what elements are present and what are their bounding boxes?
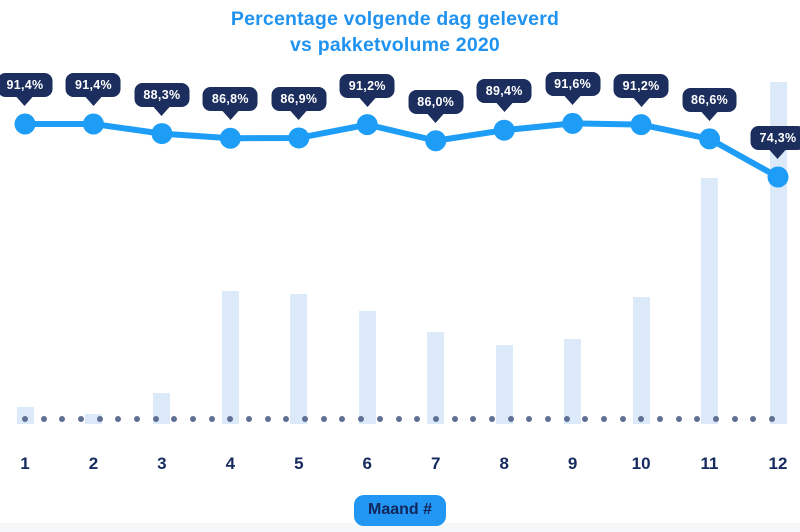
- data-point-marker-month-10: [630, 114, 652, 136]
- x-tick-label-8: 8: [499, 454, 509, 473]
- baseline-dot: [694, 416, 701, 422]
- baseline-dot: [731, 416, 738, 422]
- data-point-marker-month-9: [562, 112, 584, 134]
- x-tick-label-1: 1: [20, 454, 30, 473]
- chart-title-line1: Percentage volgende dag geleverd: [230, 8, 560, 30]
- baseline-dot: [190, 416, 197, 422]
- data-point-marker-month-5: [288, 127, 310, 149]
- baseline-dot: [395, 416, 402, 422]
- x-tick-label-2: 2: [88, 454, 99, 473]
- data-point-marker-month-4: [219, 127, 241, 149]
- value-tooltip-month-6: 91,2%: [339, 73, 395, 98]
- baseline-dot: [283, 416, 290, 422]
- baseline-dot: [712, 416, 719, 422]
- data-point-marker-month-7: [425, 130, 447, 152]
- x-tick-label-5: 5: [294, 454, 304, 473]
- baseline-dot: [376, 416, 383, 422]
- volume-bar-month-8: [495, 345, 513, 424]
- baseline-dot: [507, 416, 514, 422]
- x-tick-label-3: 3: [157, 454, 167, 473]
- x-tick-label-12: 12: [768, 454, 788, 473]
- chart-title: Percentage volgende dag geleverd vs pakk…: [0, 6, 790, 58]
- data-point-marker-month-11: [699, 128, 721, 150]
- value-tooltip-month-4: 86,8%: [202, 87, 258, 112]
- volume-bar-month-4: [221, 290, 239, 424]
- baseline-dot: [302, 416, 309, 422]
- baseline-dot: [619, 416, 626, 422]
- value-tooltip-month-9: 91,6%: [545, 72, 601, 97]
- baseline-dot: [358, 416, 365, 422]
- bottom-page-edge: [0, 523, 800, 532]
- volume-bar-month-11: [701, 177, 719, 424]
- value-tooltip-month-8: 89,4%: [476, 79, 532, 104]
- x-tick-label-11: 11: [700, 454, 719, 473]
- baseline-dot: [96, 416, 103, 422]
- baseline-dot: [638, 416, 645, 422]
- value-tooltip-month-11: 86,6%: [682, 87, 738, 112]
- baseline-dot: [152, 416, 159, 422]
- x-tick-label-6: 6: [362, 454, 372, 473]
- baseline-dot: [563, 416, 570, 422]
- x-tick-label-10: 10: [631, 454, 651, 473]
- value-tooltip-month-7: 86,0%: [408, 89, 464, 114]
- x-axis-label-badge: Maand #: [353, 495, 447, 526]
- data-point-marker-month-2: [82, 113, 104, 135]
- baseline-dot: [320, 416, 327, 422]
- value-tooltip-month-10: 91,2%: [613, 73, 669, 98]
- baseline-dot: [656, 416, 663, 422]
- data-point-marker-month-12: [767, 166, 789, 188]
- value-tooltip-month-1: 91,4%: [0, 73, 53, 97]
- baseline-dot: [451, 416, 458, 422]
- baseline-dot: [227, 416, 234, 422]
- baseline-dot: [600, 416, 607, 422]
- baseline-dot: [488, 416, 495, 422]
- baseline-dot: [171, 416, 178, 422]
- volume-bar-month-2: [84, 413, 102, 424]
- baseline-dot: [22, 416, 28, 422]
- baseline-dot: [432, 416, 439, 422]
- baseline-dot: [769, 416, 775, 422]
- volume-bar-month-6: [358, 311, 376, 424]
- baseline-dot: [134, 416, 141, 422]
- value-tooltip-month-3: 88,3%: [134, 82, 190, 107]
- x-tick-label-9: 9: [567, 454, 578, 473]
- volume-bar-month-9: [564, 338, 582, 424]
- percentage-trend-line: [22, 120, 781, 181]
- x-tick-label-4: 4: [225, 454, 236, 473]
- volume-bar-month-5: [290, 294, 308, 424]
- x-tick-label-7: 7: [430, 454, 441, 473]
- value-tooltip-month-12: 74,3%: [750, 126, 800, 150]
- baseline-dot: [246, 416, 253, 422]
- value-tooltip-month-5: 86,9%: [271, 86, 327, 111]
- volume-bar-month-10: [632, 297, 650, 424]
- data-point-marker-month-8: [493, 119, 515, 141]
- baseline-dot: [414, 416, 421, 422]
- volume-bar-month-1: [16, 406, 34, 424]
- chart-title-line2: vs pakketvolume 2020: [290, 34, 500, 56]
- data-point-marker-month-1: [14, 113, 36, 135]
- baseline-dot: [59, 416, 66, 422]
- data-point-marker-month-6: [356, 114, 378, 136]
- value-tooltip-month-2: 91,4%: [65, 73, 121, 97]
- baseline-dot: [470, 416, 477, 422]
- baseline-dot: [339, 416, 346, 422]
- baseline-dot: [115, 416, 122, 422]
- baseline-dot: [264, 416, 271, 422]
- baseline-dot: [526, 416, 533, 422]
- baseline-dot: [750, 416, 757, 422]
- baseline-dot: [544, 416, 551, 422]
- baseline-dot: [78, 416, 85, 422]
- volume-bar-month-7: [427, 331, 445, 424]
- baseline-dot: [582, 416, 589, 422]
- baseline-dot: [208, 416, 215, 422]
- data-point-marker-month-3: [151, 123, 173, 145]
- baseline-dot: [675, 416, 682, 422]
- baseline-dot: [40, 416, 47, 422]
